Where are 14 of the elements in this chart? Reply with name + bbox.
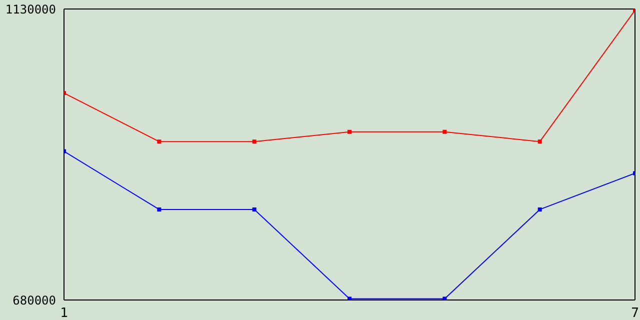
y-tick-label: 680000 — [12, 293, 56, 308]
point — [442, 296, 447, 300]
point — [252, 140, 256, 144]
point — [538, 207, 542, 212]
point — [252, 207, 256, 212]
point — [348, 296, 352, 300]
y-tick-label: 1130000 — [5, 2, 56, 16]
point — [442, 130, 447, 134]
x-tick-label: 7 — [631, 306, 639, 320]
point — [538, 140, 542, 144]
point — [157, 207, 162, 212]
x-tick-label: 1 — [60, 306, 68, 320]
point — [157, 140, 162, 144]
point — [348, 130, 352, 134]
